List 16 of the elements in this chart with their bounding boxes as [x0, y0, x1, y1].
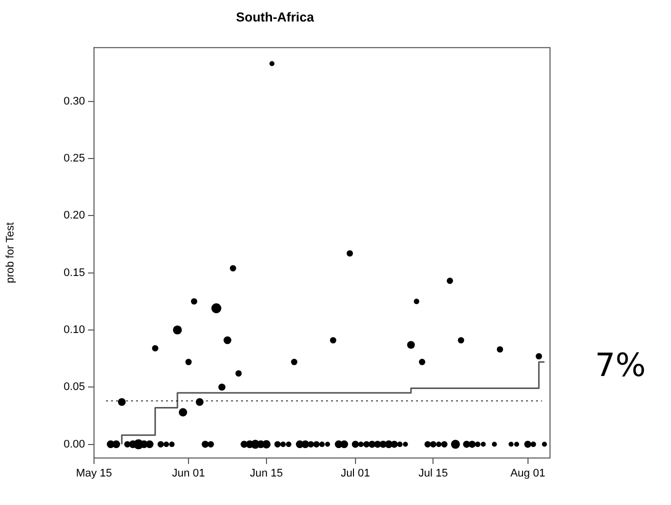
text: 7% [595, 346, 646, 384]
chart-title: South-Africa [236, 9, 315, 24]
x-tick-label: Jun 15 [250, 468, 283, 480]
x-tick-label: Jun 01 [172, 468, 206, 480]
x-tick-label: Jul 15 [418, 468, 448, 480]
x-tick-label: Aug 01 [510, 468, 546, 480]
y-tick-label: 0.10 [64, 324, 85, 336]
y-tick-label: 0.05 [64, 381, 85, 394]
x-tick-label: May 15 [76, 468, 112, 480]
y-tick-label: 0.25 [64, 152, 85, 165]
x-tick-label: Jul 01 [340, 468, 370, 480]
y-tick-label: 0.00 [64, 438, 85, 450]
y-tick-label: 0.15 [64, 266, 85, 279]
y-tick-label: 0.20 [64, 210, 85, 222]
y-tick-label: 0.30 [64, 95, 85, 108]
y-axis-title: prob for Test [4, 222, 17, 284]
